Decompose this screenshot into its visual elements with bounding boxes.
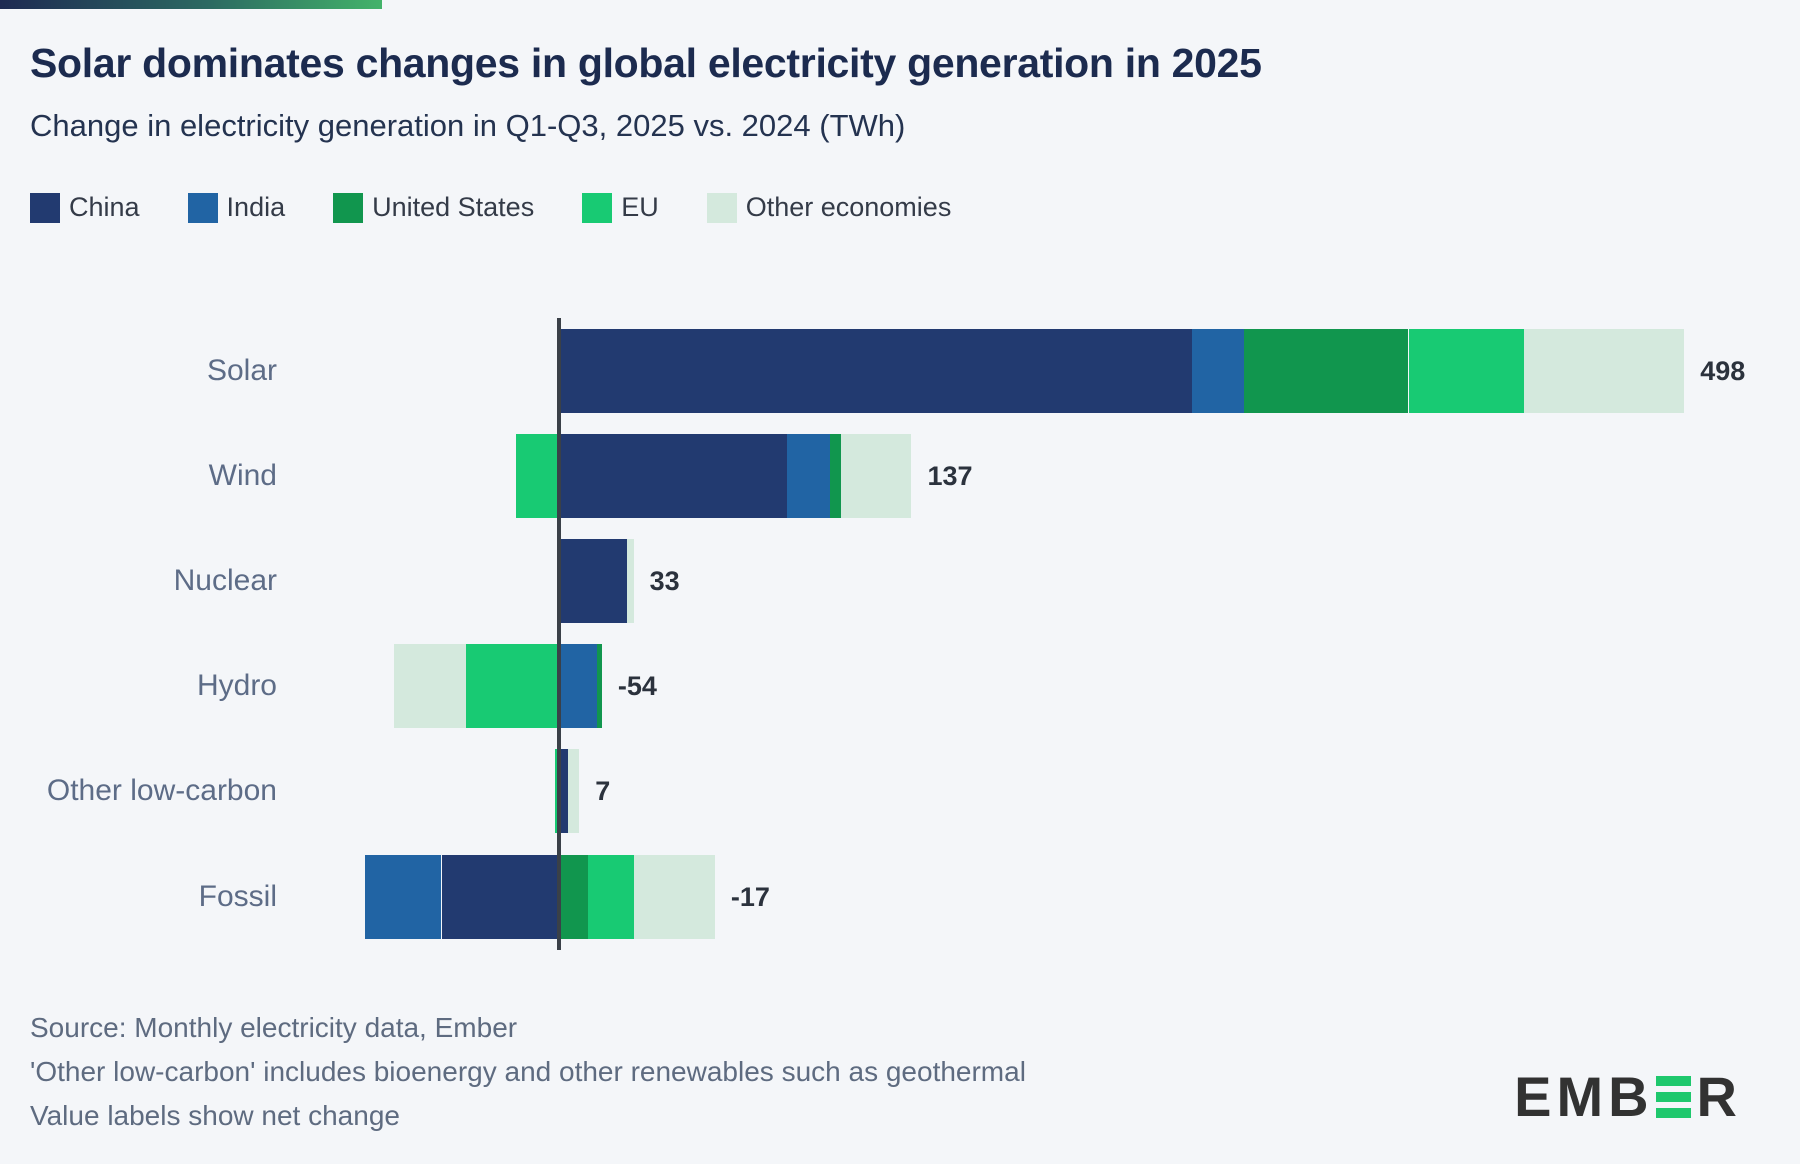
- bar-segment-other-low-carbon-eu: [554, 749, 559, 833]
- page-title: Solar dominates changes in global electr…: [30, 40, 1262, 86]
- bar-segment-wind-india: [787, 434, 831, 518]
- legend-swatch-china: [30, 192, 60, 223]
- legend-label: EU: [621, 192, 659, 222]
- source-line: Source: Monthly electricity data, Ember: [30, 1012, 518, 1043]
- bar-segment-fossil-china: [441, 855, 559, 939]
- legend-item-other-economies: Other economies: [706, 192, 952, 223]
- bar-segment-wind-other-economies: [841, 434, 912, 518]
- row-label-other-low-carbon: Other low-carbon: [46, 774, 277, 807]
- net-value-label-wind: 137: [927, 461, 973, 491]
- bar-segment-nuclear-other-economies: [626, 539, 634, 623]
- bar-segment-fossil-other-economies: [633, 855, 715, 939]
- zero-axis-line: [557, 318, 561, 950]
- top-accent-bar: [0, 0, 382, 9]
- legend-swatch-eu: [582, 192, 613, 223]
- row-label-nuclear: Nuclear: [173, 564, 277, 597]
- bar-segment-nuclear-china: [559, 539, 627, 623]
- bar-segment-fossil-india: [364, 855, 442, 939]
- net-value-label-hydro: -54: [617, 671, 657, 701]
- chart-footnotes: Source: Monthly electricity data, Ember …: [30, 1006, 1026, 1138]
- bar-segment-hydro-eu: [466, 644, 559, 728]
- legend-label: India: [226, 192, 286, 222]
- logo-e-icon: [1655, 1075, 1691, 1119]
- bar-segment-hydro-united-states: [597, 644, 602, 728]
- net-value-label-other-low-carbon: 7: [595, 776, 611, 806]
- bar-segment-wind-united-states: [830, 434, 842, 518]
- row-label-fossil: Fossil: [198, 880, 277, 913]
- bar-segment-wind-eu: [516, 434, 559, 518]
- bar-segment-other-low-carbon-china: [559, 749, 568, 833]
- legend-item-china: China: [30, 192, 140, 223]
- definition-line: 'Other low-carbon' includes bioenergy an…: [30, 1056, 1026, 1087]
- legend-label: Other economies: [745, 192, 952, 222]
- net-value-label-solar: 498: [1700, 356, 1746, 386]
- bar-segment-solar-china: [559, 329, 1192, 413]
- bar-segment-solar-eu: [1408, 329, 1524, 413]
- legend-label: China: [69, 192, 140, 222]
- legend-item-india: India: [187, 192, 286, 223]
- bar-segment-solar-other-economies: [1523, 329, 1685, 413]
- value-note-line: Value labels show net change: [30, 1100, 400, 1131]
- net-value-label-fossil: -17: [730, 882, 770, 912]
- bar-segment-fossil-eu: [588, 855, 634, 939]
- row-label-wind: Wind: [208, 459, 277, 492]
- row-label-solar: Solar: [206, 354, 277, 387]
- legend-swatch-united-states: [333, 192, 364, 223]
- page-subtitle: Change in electricity generation in Q1-Q…: [30, 108, 906, 143]
- legend-label: United States: [372, 192, 535, 222]
- bar-segment-other-low-carbon-other-economies: [568, 749, 580, 833]
- legend-swatch-other-economies: [706, 192, 737, 223]
- net-value-label-nuclear: 33: [649, 566, 680, 596]
- logo-text-r: R: [1696, 1065, 1742, 1128]
- legend: China India United States EU Other economies: [30, 192, 951, 223]
- bar-segment-fossil-united-states: [559, 855, 589, 939]
- bar-segment-solar-united-states: [1243, 329, 1409, 413]
- bar-segment-wind-china: [559, 434, 788, 518]
- bar-segment-hydro-other-economies: [394, 644, 467, 728]
- legend-item-eu: EU: [582, 192, 659, 223]
- ember-logo: EMB R: [1514, 1069, 1742, 1125]
- bar-segment-solar-india: [1191, 329, 1244, 413]
- legend-item-united-states: United States: [333, 192, 534, 223]
- legend-swatch-india: [187, 192, 218, 223]
- bar-segment-hydro-india: [559, 644, 598, 728]
- row-label-hydro: Hydro: [196, 669, 277, 702]
- logo-text-emb: EMB: [1514, 1065, 1654, 1128]
